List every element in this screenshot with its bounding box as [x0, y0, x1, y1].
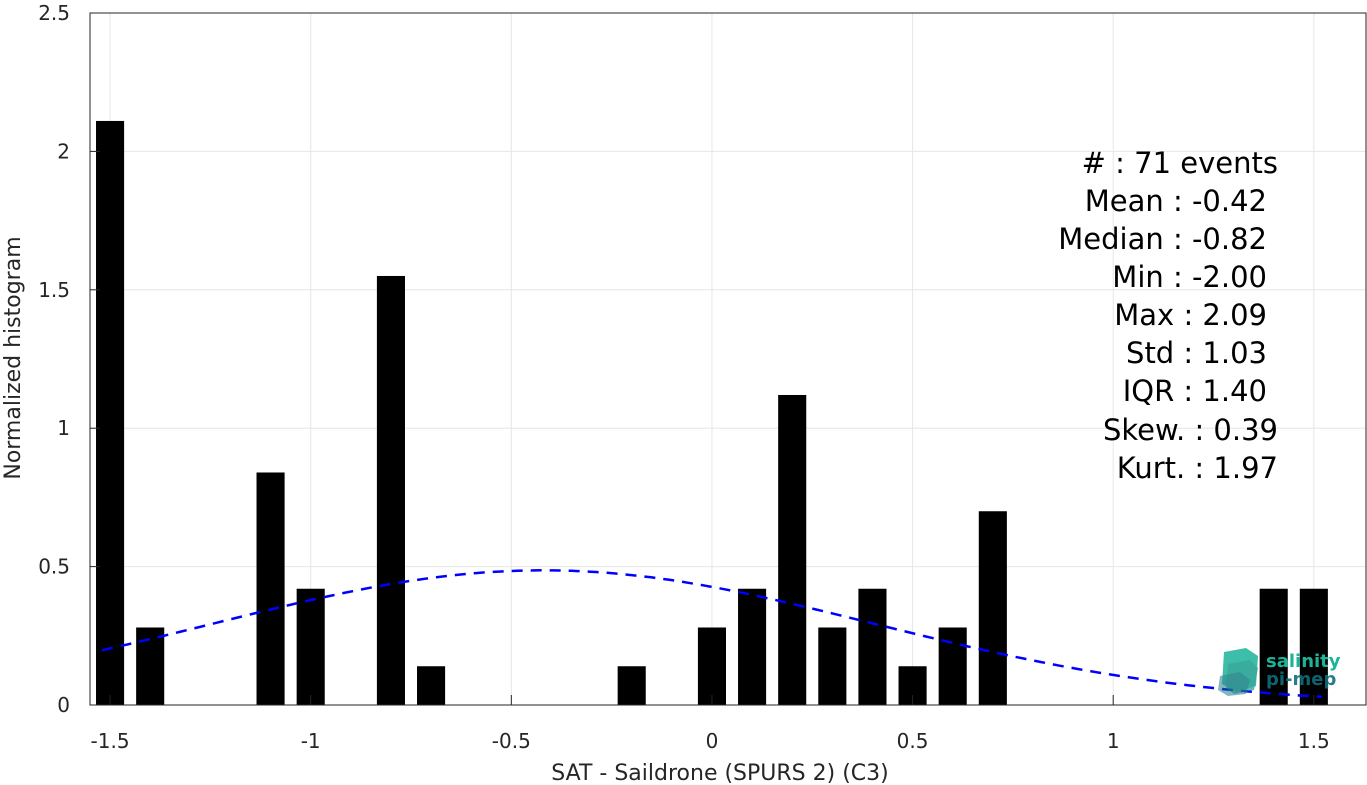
y-tick-label: 0 [57, 693, 70, 717]
logo-line2: pi-mep [1266, 669, 1336, 690]
x-tick-label: 1.5 [1298, 729, 1330, 753]
y-axis-ticks: 0 0.5 1 1.5 2 2.5 [38, 1, 100, 717]
x-tick-label: 0 [706, 729, 719, 753]
histogram-bar [617, 666, 646, 705]
stats-panel: # : 71 events Mean : -0.42 Median : -0.8… [1058, 146, 1278, 485]
stat-skew: Skew. : 0.39 [1103, 413, 1278, 447]
logo-line1: salinity [1266, 651, 1341, 672]
histogram-bar [256, 472, 285, 705]
histogram-bar [818, 627, 847, 705]
x-tick-label: 1 [1107, 729, 1120, 753]
stat-median: Median : -0.82 [1058, 222, 1267, 256]
y-tick-label: 1.5 [38, 278, 70, 302]
y-tick-label: 0.5 [38, 555, 70, 579]
logo-emblem-icon [1218, 648, 1258, 696]
histogram-bar [938, 627, 967, 705]
normal-fit-curve [101, 569, 1322, 699]
histogram-bar [296, 588, 325, 705]
x-tick-label: -1 [301, 729, 321, 753]
stat-std: Std : 1.03 [1126, 336, 1267, 370]
histogram-bar [858, 588, 887, 705]
histogram-bar [1259, 588, 1288, 705]
y-tick-label: 1 [57, 416, 70, 440]
bars [96, 120, 1328, 705]
stat-mean: Mean : -0.42 [1085, 184, 1267, 218]
stat-count: # : 71 events [1082, 146, 1278, 180]
histogram-bar [1299, 588, 1328, 705]
y-axis-label: Normalized histogram [1, 236, 26, 479]
stat-max: Max : 2.09 [1114, 298, 1267, 332]
salinity-pimep-logo: salinity pi-mep [1218, 648, 1341, 696]
x-tick-label: -0.5 [492, 729, 531, 753]
histogram-bar [697, 627, 726, 705]
stat-iqr: IQR : 1.40 [1123, 374, 1267, 408]
histogram-bar [417, 666, 446, 705]
x-tick-label: 0.5 [897, 729, 929, 753]
plot-frame [89, 12, 1367, 706]
y-tick-label: 2 [57, 139, 70, 163]
histogram-bar [96, 120, 125, 705]
histogram-bar [978, 511, 1007, 705]
histogram-bar [778, 394, 807, 705]
histogram-bar [738, 588, 767, 705]
x-tick-label: -1.5 [91, 729, 130, 753]
x-axis-ticks: -1.5 -1 -0.5 0 0.5 1 1.5 [91, 695, 1330, 753]
y-tick-label: 2.5 [38, 1, 70, 25]
histogram-bar [136, 627, 165, 705]
x-axis-label: SAT - Saildrone (SPURS 2) (C3) [551, 761, 888, 785]
histogram-bar [376, 275, 405, 705]
stat-kurt: Kurt. : 1.97 [1117, 451, 1278, 485]
stat-min: Min : -2.00 [1112, 260, 1267, 294]
